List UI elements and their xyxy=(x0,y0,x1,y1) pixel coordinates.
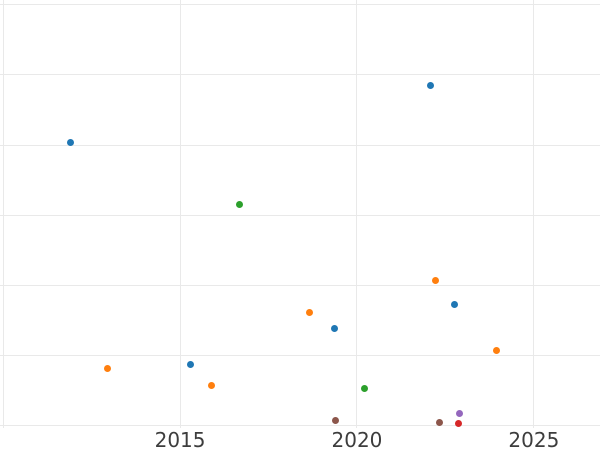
x-gridline xyxy=(179,0,181,428)
data-point-series-blue xyxy=(330,325,338,333)
data-point-series-blue xyxy=(187,360,195,368)
data-point-series-orange xyxy=(431,276,439,284)
x-tick-label: 2025 xyxy=(508,428,560,450)
data-point-series-green xyxy=(236,201,243,209)
y-gridline xyxy=(0,424,600,426)
data-point-series-red xyxy=(454,420,462,428)
data-point-series-brown xyxy=(331,416,339,424)
data-point-series-blue xyxy=(427,81,435,89)
y-gridline xyxy=(0,144,600,146)
data-point-series-blue xyxy=(66,138,74,146)
data-point-series-orange xyxy=(306,308,314,316)
x-gridline xyxy=(533,0,535,428)
data-point-series-orange xyxy=(492,347,500,355)
data-point-series-orange xyxy=(208,382,216,390)
x-tick-label: 2015 xyxy=(154,428,206,450)
y-gridline xyxy=(0,354,600,356)
data-point-series-orange xyxy=(104,364,112,372)
y-gridline xyxy=(0,284,600,286)
y-gridline xyxy=(0,74,600,76)
x-tick-label: 2020 xyxy=(331,428,383,450)
data-point-series-brown xyxy=(435,418,443,426)
y-gridline xyxy=(0,214,600,216)
y-gridline xyxy=(0,4,600,6)
data-point-series-blue xyxy=(451,300,459,308)
data-point-series-purple xyxy=(456,409,464,417)
data-point-series-green xyxy=(360,384,368,392)
x-gridline xyxy=(2,0,4,428)
x-gridline xyxy=(356,0,358,428)
plot-area xyxy=(0,0,600,428)
